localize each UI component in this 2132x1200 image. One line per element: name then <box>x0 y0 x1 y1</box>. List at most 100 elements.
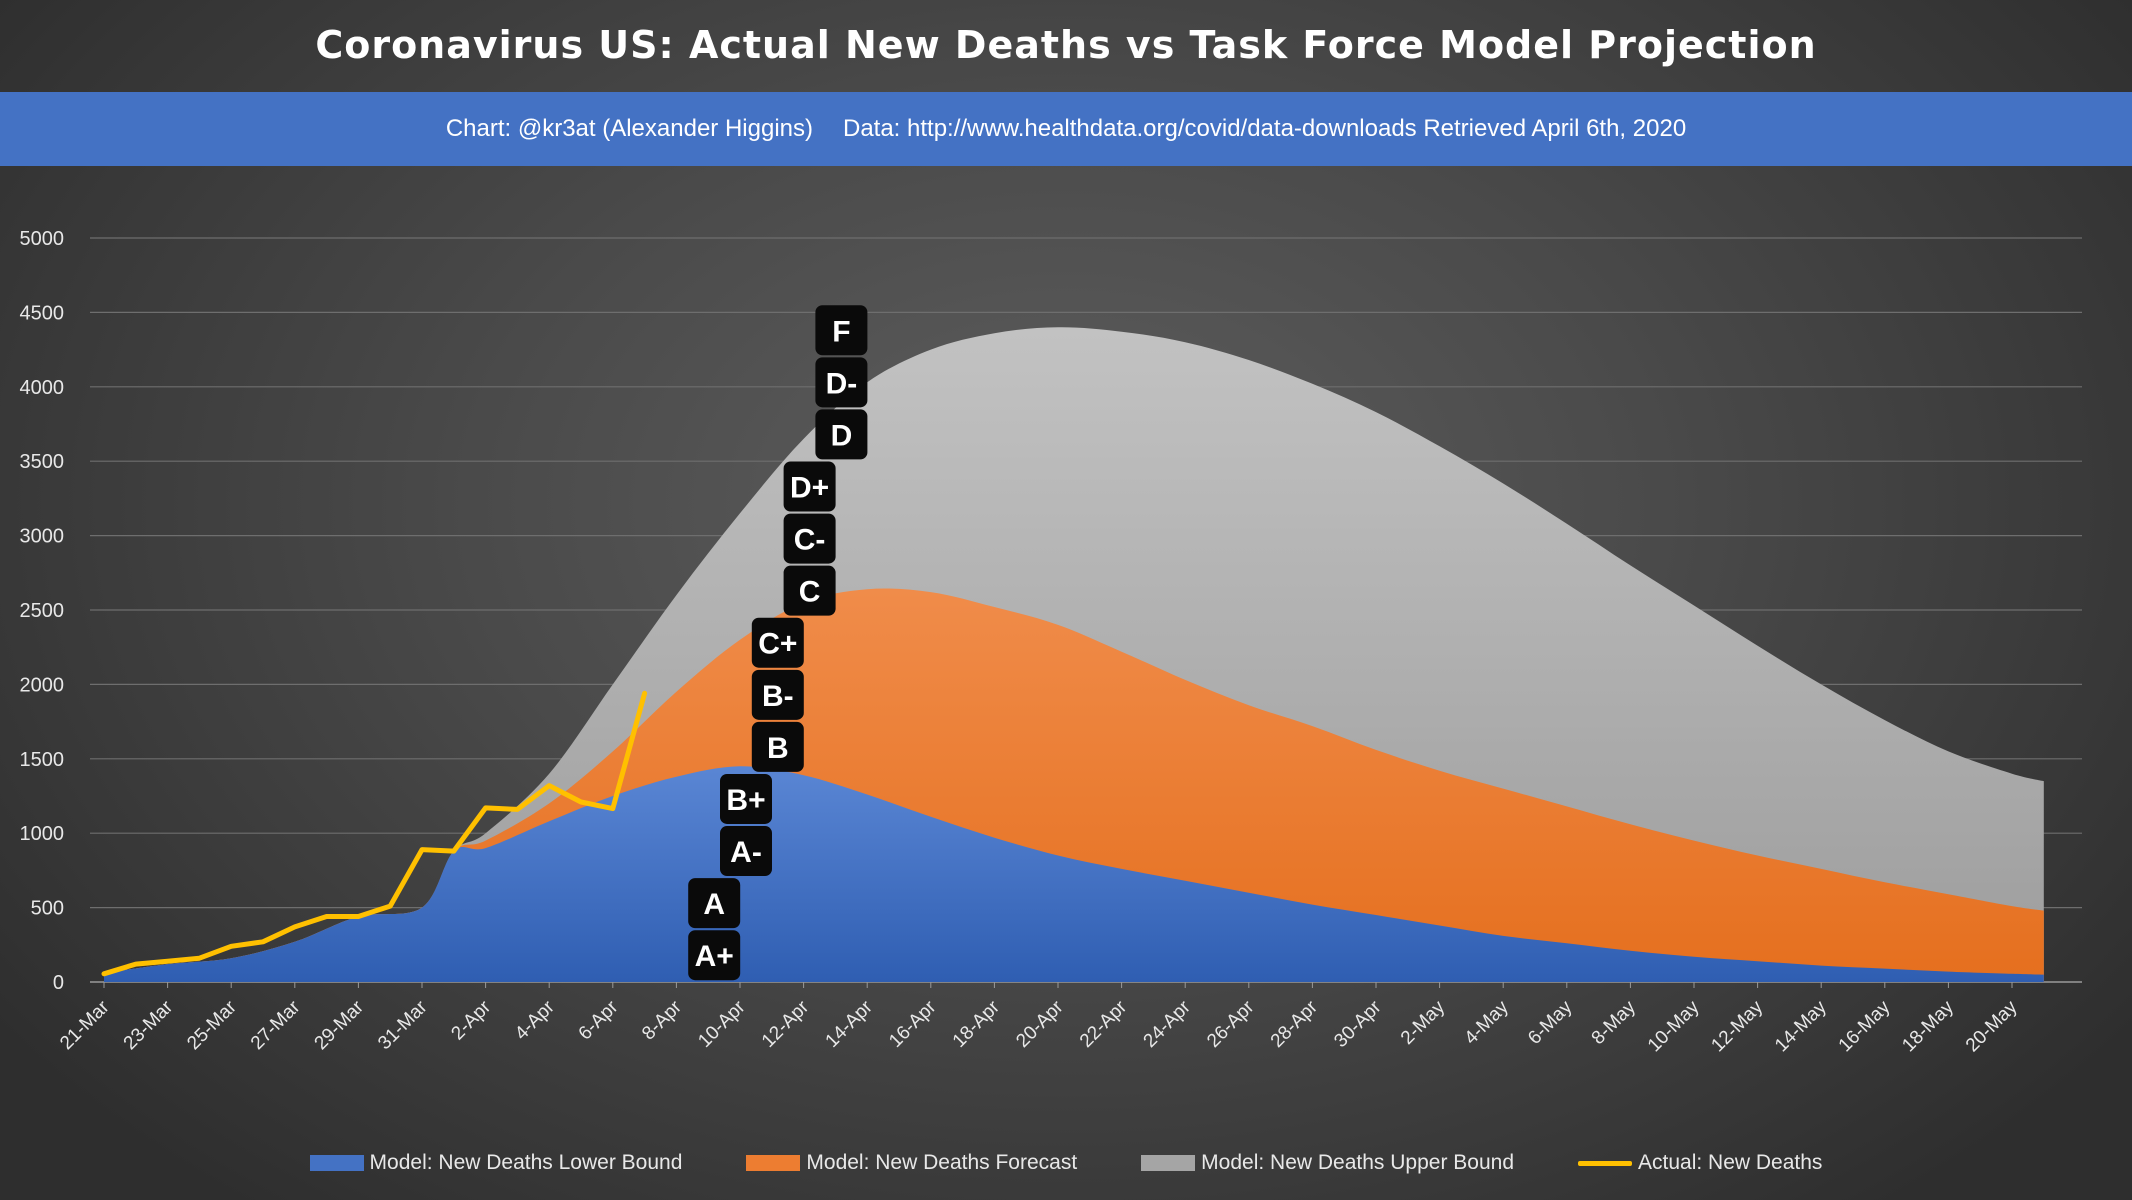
grade-badge: C+ <box>751 617 804 668</box>
chart-title: Coronavirus US: Actual New Deaths vs Tas… <box>315 23 1817 67</box>
x-tick-label: 30-Apr <box>1330 996 1386 1052</box>
grade-badge: F <box>815 305 868 356</box>
grade-badge-bg <box>688 878 741 929</box>
grade-badge-bg <box>783 565 836 616</box>
grade-badge: D+ <box>783 461 836 512</box>
y-tick-label: 2500 <box>20 600 65 622</box>
grade-label: C+ <box>758 628 797 661</box>
x-tick-label: 12-May <box>1707 996 1767 1056</box>
x-tick-label: 31-Mar <box>374 996 432 1054</box>
chart-plot: 0 500 1000 1500 2000 2500 3000 3500 4000 4500 5000… <box>20 228 2082 1056</box>
x-tick-label: 10-May <box>1644 996 1704 1056</box>
legend-label-forecast: Model: New Deaths Forecast <box>806 1151 1078 1174</box>
x-tick-label: 23-Mar <box>120 996 178 1054</box>
grade-badge-bg <box>751 721 804 772</box>
grade-badge: D <box>815 409 868 460</box>
y-tick-label: 2000 <box>20 674 65 696</box>
grade-badge-bg <box>751 617 804 668</box>
chart-credit: Chart: @kr3at (Alexander Higgins) <box>445 115 813 142</box>
legend-label-actual: Actual: New Deaths <box>1638 1151 1823 1174</box>
x-tick-label: 6-Apr <box>575 996 623 1044</box>
y-tick-label: 3000 <box>20 526 65 548</box>
x-tick-label: 2-Apr <box>447 996 495 1044</box>
y-tick-label: 4000 <box>20 377 65 399</box>
grade-badge-bg <box>688 930 741 981</box>
y-tick-label: 3500 <box>20 451 65 473</box>
grade-badge: C- <box>783 513 836 564</box>
grade-badge-bg <box>815 409 868 460</box>
x-tick-label: 20-May <box>1962 996 2022 1056</box>
x-tick-label: 16-May <box>1835 996 1895 1056</box>
x-tick-label: 14-Apr <box>822 996 878 1052</box>
grade-label: A- <box>730 836 762 869</box>
legend-label-lower: Model: New Deaths Lower Bound <box>369 1151 683 1174</box>
grade-badge-bg <box>783 461 836 512</box>
grade-badge: C <box>783 565 836 616</box>
grade-label: D+ <box>790 471 829 504</box>
x-tick-label: 21-Mar <box>56 996 114 1054</box>
x-axis: 21-Mar 23-Mar 25-Mar 27-Mar 29-Mar 31-Mar 2-Ap… <box>56 982 2022 1056</box>
grade-label: C- <box>794 524 826 557</box>
grade-label: B- <box>762 680 794 713</box>
legend-item-actual: Actual: New Deaths <box>1578 1151 1822 1175</box>
source-banner: Chart: @kr3at (Alexander Higgins) Data: … <box>0 92 2132 166</box>
x-tick-label: 25-Mar <box>183 996 241 1054</box>
x-tick-label: 29-Mar <box>311 996 369 1054</box>
grade-badge-bg <box>751 669 804 720</box>
legend-item-lower: Model: New Deaths Lower Bound <box>309 1151 683 1175</box>
grade-label: F <box>832 315 850 348</box>
x-tick-label: 8-May <box>1588 996 1641 1049</box>
grade-label: A+ <box>695 940 734 973</box>
y-axis: 0 500 1000 1500 2000 2500 3000 3500 4000 4500 5000 <box>20 228 2082 994</box>
x-tick-label: 8-Apr <box>638 996 686 1044</box>
y-tick-label: 1000 <box>20 823 65 845</box>
x-tick-label: 27-Mar <box>247 996 305 1054</box>
y-tick-label: 500 <box>31 898 64 920</box>
line-series <box>101 690 648 977</box>
legend-swatch-lower <box>309 1155 364 1171</box>
x-tick-label: 6-May <box>1524 996 1577 1049</box>
grade-label: D <box>831 419 853 452</box>
lower-bound-area <box>104 766 2044 982</box>
area-series <box>104 327 2044 982</box>
y-tick-label: 4500 <box>20 302 65 324</box>
y-tick-label: 5000 <box>20 228 65 250</box>
grade-badge-bg <box>720 826 772 877</box>
grade-badge: A <box>688 878 741 929</box>
y-tick-label: 0 <box>53 972 64 994</box>
grade-badge: A+ <box>688 930 741 981</box>
y-tick-label: 1500 <box>20 749 65 771</box>
x-tick-label: 20-Apr <box>1012 996 1068 1052</box>
grade-badge: B+ <box>720 773 772 824</box>
grade-label: C <box>799 576 821 609</box>
grade-badge: B- <box>751 669 804 720</box>
grade-label: B <box>767 732 789 765</box>
x-tick-label: 4-Apr <box>511 996 559 1044</box>
grade-badge: A- <box>720 826 772 877</box>
x-tick-label: 18-Apr <box>949 996 1005 1052</box>
legend-swatch-forecast <box>746 1155 801 1171</box>
x-tick-label: 26-Apr <box>1203 996 1259 1052</box>
x-tick-label: 16-Apr <box>885 996 941 1052</box>
x-tick-label: 14-May <box>1771 996 1831 1056</box>
actual-deaths-line <box>101 690 648 977</box>
grade-label: B+ <box>726 784 765 817</box>
legend-label-upper: Model: New Deaths Upper Bound <box>1201 1151 1515 1174</box>
x-tick-label: 18-May <box>1898 996 1958 1056</box>
x-tick-label: 2-May <box>1397 996 1450 1049</box>
legend: Model: New Deaths Lower Bound Model: New… <box>0 1148 2132 1178</box>
x-tick-label: 28-Apr <box>1267 996 1323 1052</box>
legend-swatch-actual <box>1578 1160 1633 1166</box>
legend-item-upper: Model: New Deaths Upper Bound <box>1141 1151 1514 1175</box>
grade-badge-bg <box>720 773 772 824</box>
x-tick-label: 22-Apr <box>1076 996 1132 1052</box>
grade-label: D- <box>826 367 858 400</box>
grade-badge: D- <box>815 357 868 408</box>
grade-badge-bg <box>815 305 868 356</box>
x-tick-label: 10-Apr <box>694 996 750 1052</box>
legend-item-forecast: Model: New Deaths Forecast <box>746 1151 1077 1175</box>
grade-badge-bg <box>783 513 836 564</box>
grade-badge-bg <box>815 357 868 408</box>
legend-swatch-upper <box>1141 1155 1196 1171</box>
x-tick-label: 4-May <box>1461 996 1514 1049</box>
